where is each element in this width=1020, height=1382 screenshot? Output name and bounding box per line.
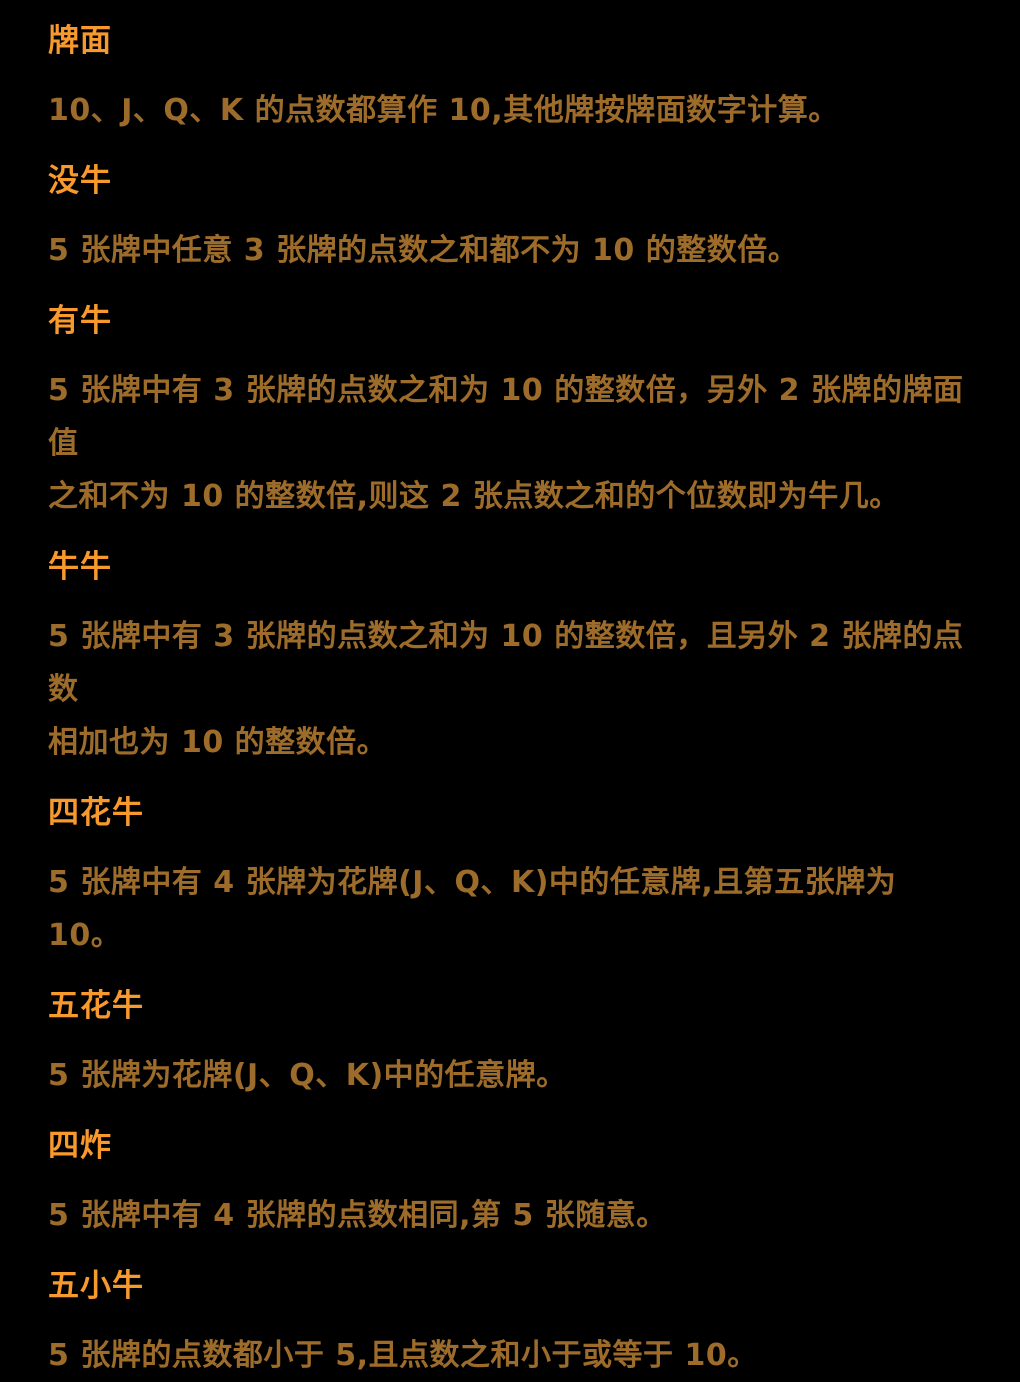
rule-section-four-flower-bull: 四花牛 5 张牌中有 4 张牌为花牌(J、Q、K)中的任意牌,且第五张牌为 10…: [48, 796, 970, 962]
rule-body-five-flower-bull: 5 张牌为花牌(J、Q、K)中的任意牌。: [48, 1058, 567, 1093]
rule-section-card-face: 牌面 10、J、Q、K 的点数都算作 10,其他牌按牌面数字计算。: [48, 24, 970, 137]
rule-body-card-face: 10、J、Q、K 的点数都算作 10,其他牌按牌面数字计算。: [48, 93, 839, 128]
rule-body-has-bull: 5 张牌中有 3 张牌的点数之和为 10 的整数倍，另外 2 张牌的牌面值 之和…: [48, 373, 964, 514]
rule-heading-four-flower-bull: 四花牛: [48, 795, 144, 831]
rule-body-four-bomb: 5 张牌中有 4 张牌的点数相同,第 5 张随意。: [48, 1198, 667, 1233]
rule-heading-five-small-bull: 五小牛: [48, 1268, 144, 1304]
rule-section-has-bull: 有牛 5 张牌中有 3 张牌的点数之和为 10 的整数倍，另外 2 张牌的牌面值…: [48, 304, 970, 523]
rule-heading-has-bull: 有牛: [48, 303, 112, 339]
rule-body-no-bull: 5 张牌中任意 3 张牌的点数之和都不为 10 的整数倍。: [48, 233, 799, 268]
rule-heading-four-bomb: 四炸: [48, 1128, 112, 1164]
rule-heading-bull-bull: 牛牛: [48, 549, 112, 585]
rule-heading-no-bull: 没牛: [48, 163, 112, 199]
rule-body-four-flower-bull: 5 张牌中有 4 张牌为花牌(J、Q、K)中的任意牌,且第五张牌为 10。: [48, 865, 897, 953]
rule-heading-five-flower-bull: 五花牛: [48, 988, 144, 1024]
rule-body-five-small-bull: 5 张牌的点数都小于 5,且点数之和小于或等于 10。: [48, 1338, 758, 1373]
rule-section-four-bomb: 四炸 5 张牌中有 4 张牌的点数相同,第 5 张随意。: [48, 1129, 970, 1242]
rule-section-no-bull: 没牛 5 张牌中任意 3 张牌的点数之和都不为 10 的整数倍。: [48, 164, 970, 277]
rule-body-bull-bull: 5 张牌中有 3 张牌的点数之和为 10 的整数倍，且另外 2 张牌的点数 相加…: [48, 619, 964, 760]
rule-section-bull-bull: 牛牛 5 张牌中有 3 张牌的点数之和为 10 的整数倍，且另外 2 张牌的点数…: [48, 550, 970, 769]
rule-section-five-flower-bull: 五花牛 5 张牌为花牌(J、Q、K)中的任意牌。: [48, 989, 970, 1102]
niuniu-rules-page: 牌面 10、J、Q、K 的点数都算作 10,其他牌按牌面数字计算。 没牛 5 张…: [48, 24, 970, 1373]
rule-section-five-small-bull: 五小牛 5 张牌的点数都小于 5,且点数之和小于或等于 10。: [48, 1269, 970, 1382]
rule-heading-card-face: 牌面: [48, 23, 112, 59]
